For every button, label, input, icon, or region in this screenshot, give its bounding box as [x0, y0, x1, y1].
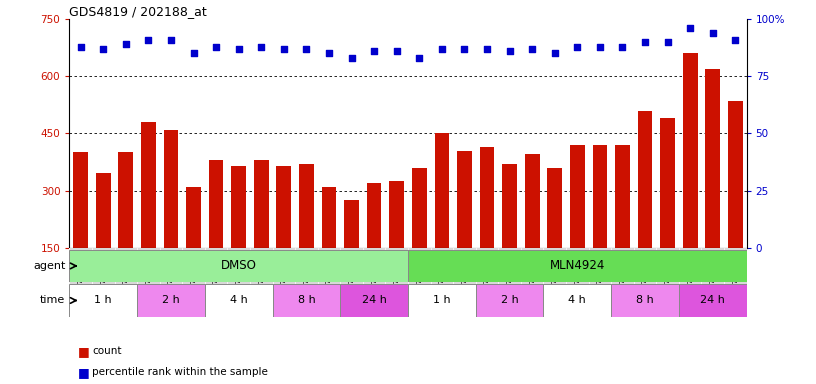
- Text: 1 h: 1 h: [95, 295, 112, 306]
- Text: time: time: [40, 295, 65, 306]
- Bar: [660, 118, 675, 248]
- Text: 2 h: 2 h: [501, 295, 518, 306]
- Bar: [96, 174, 110, 248]
- Text: GDS4819 / 202188_at: GDS4819 / 202188_at: [69, 5, 207, 18]
- Bar: [322, 187, 336, 248]
- Point: [436, 46, 449, 52]
- Point: [526, 46, 539, 52]
- Text: ■: ■: [78, 345, 93, 358]
- Point: [210, 43, 223, 50]
- Text: ■: ■: [78, 366, 93, 379]
- Point: [548, 50, 561, 56]
- Point: [684, 25, 697, 31]
- Bar: [457, 151, 472, 248]
- Text: DMSO: DMSO: [221, 260, 256, 272]
- Point: [571, 43, 584, 50]
- Text: 8 h: 8 h: [636, 295, 654, 306]
- Point: [390, 48, 403, 54]
- Bar: [69, 284, 137, 317]
- Point: [729, 37, 742, 43]
- Point: [232, 46, 245, 52]
- Point: [481, 46, 494, 52]
- Bar: [137, 284, 205, 317]
- Point: [255, 43, 268, 50]
- Bar: [277, 166, 291, 248]
- Bar: [480, 147, 494, 248]
- Bar: [389, 181, 404, 248]
- Point: [300, 46, 313, 52]
- Text: 4 h: 4 h: [569, 295, 586, 306]
- Text: 1 h: 1 h: [433, 295, 450, 306]
- Point: [661, 39, 674, 45]
- Bar: [412, 168, 427, 248]
- Point: [119, 41, 132, 47]
- Point: [187, 50, 200, 56]
- Bar: [592, 145, 607, 248]
- Bar: [273, 284, 340, 317]
- Bar: [209, 160, 224, 248]
- Bar: [525, 154, 539, 248]
- Text: percentile rank within the sample: percentile rank within the sample: [92, 367, 268, 377]
- Bar: [164, 130, 178, 248]
- Bar: [548, 168, 562, 248]
- Bar: [118, 152, 133, 248]
- Point: [74, 43, 87, 50]
- Bar: [254, 160, 268, 248]
- Bar: [543, 284, 611, 317]
- Text: 2 h: 2 h: [162, 295, 180, 306]
- Point: [413, 55, 426, 61]
- Bar: [728, 101, 743, 248]
- Point: [277, 46, 290, 52]
- Point: [616, 43, 629, 50]
- Text: MLN4924: MLN4924: [550, 260, 605, 272]
- Point: [638, 39, 651, 45]
- Bar: [476, 284, 543, 317]
- Bar: [408, 250, 747, 282]
- Point: [164, 37, 178, 43]
- Bar: [69, 250, 408, 282]
- Point: [142, 37, 155, 43]
- Text: 4 h: 4 h: [230, 295, 247, 306]
- Text: 8 h: 8 h: [298, 295, 315, 306]
- Text: count: count: [92, 346, 122, 356]
- Bar: [679, 284, 747, 317]
- Bar: [141, 122, 156, 248]
- Bar: [570, 145, 584, 248]
- Bar: [408, 284, 476, 317]
- Bar: [615, 145, 630, 248]
- Text: 24 h: 24 h: [361, 295, 387, 306]
- Bar: [638, 111, 652, 248]
- Point: [458, 46, 471, 52]
- Text: 24 h: 24 h: [700, 295, 725, 306]
- Bar: [340, 284, 408, 317]
- Bar: [186, 187, 201, 248]
- Bar: [367, 183, 381, 248]
- Point: [96, 46, 109, 52]
- Bar: [299, 164, 313, 248]
- Bar: [503, 164, 517, 248]
- Bar: [435, 134, 449, 248]
- Bar: [611, 284, 679, 317]
- Bar: [73, 152, 88, 248]
- Text: agent: agent: [33, 261, 65, 271]
- Bar: [683, 53, 698, 248]
- Point: [345, 55, 358, 61]
- Point: [707, 30, 720, 36]
- Point: [367, 48, 380, 54]
- Bar: [344, 200, 359, 248]
- Point: [322, 50, 335, 56]
- Bar: [706, 69, 720, 248]
- Bar: [205, 284, 273, 317]
- Point: [503, 48, 516, 54]
- Bar: [232, 166, 246, 248]
- Point: [593, 43, 606, 50]
